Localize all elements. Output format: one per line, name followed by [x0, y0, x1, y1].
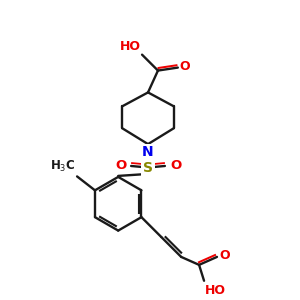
Text: N: N: [142, 145, 154, 159]
Text: HO: HO: [205, 284, 226, 297]
Text: HO: HO: [120, 40, 141, 53]
Text: O: O: [115, 160, 126, 172]
Text: O: O: [180, 60, 190, 73]
Text: O: O: [170, 160, 181, 172]
Text: H$_3$C: H$_3$C: [50, 159, 75, 174]
Text: O: O: [219, 249, 230, 262]
Text: S: S: [143, 161, 153, 175]
